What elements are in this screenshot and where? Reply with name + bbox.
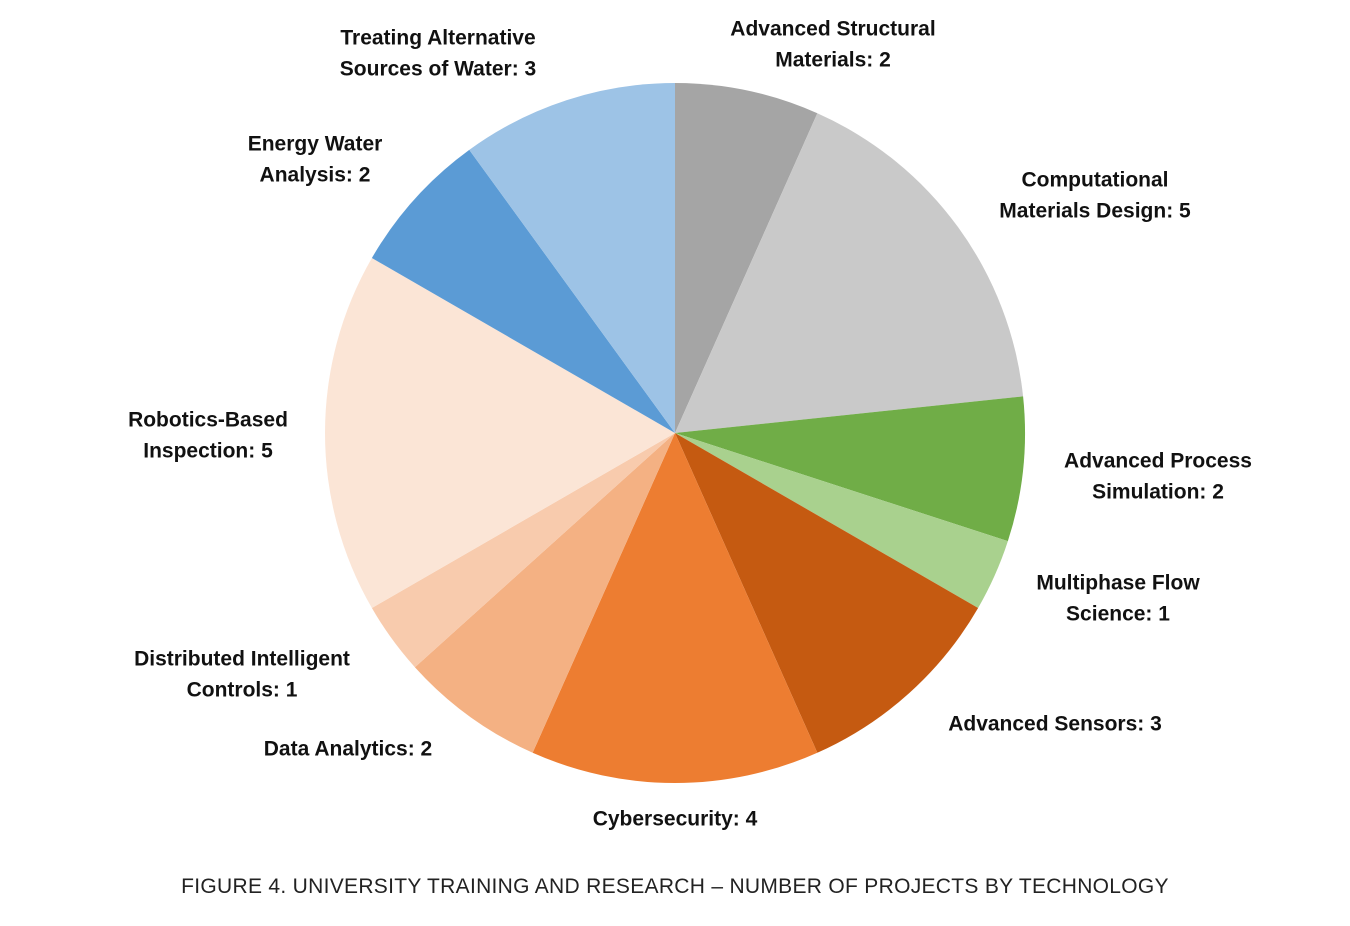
slice-label: Multiphase Flow — [1036, 572, 1200, 595]
pie-slice — [675, 433, 979, 753]
slice-label: Advanced Structural — [730, 18, 935, 41]
slice-label: Data Analytics: 2 — [264, 738, 432, 761]
slice-label: Energy Water — [248, 133, 383, 156]
slice-label: Robotics-Based — [128, 409, 288, 432]
pie-slice — [675, 113, 1024, 433]
slice-label: Cybersecurity: 4 — [593, 808, 758, 831]
slice-label: Analysis: 2 — [260, 164, 371, 187]
pie-slice — [325, 258, 675, 608]
pie-slice — [371, 149, 675, 433]
slice-label: Sources of Water: 3 — [340, 58, 536, 81]
slice-label: Simulation: 2 — [1092, 481, 1224, 504]
pie-slice — [675, 83, 818, 433]
pie-slice — [675, 433, 1008, 608]
figure-caption: FIGURE 4. UNIVERSITY TRAINING AND RESEAR… — [181, 875, 1169, 898]
slice-label: Advanced Process — [1064, 450, 1252, 473]
pie-slice — [675, 396, 1025, 542]
pie-slice — [414, 433, 675, 753]
slice-label: Controls: 1 — [187, 679, 298, 702]
slice-label: Materials: 2 — [775, 49, 891, 72]
pie-slice — [532, 433, 818, 783]
slice-label: Inspection: 5 — [143, 440, 273, 463]
slice-label: Science: 1 — [1066, 603, 1170, 626]
slice-label: Materials Design: 5 — [999, 200, 1191, 223]
slice-label: Treating Alternative — [340, 27, 535, 50]
slice-label: Advanced Sensors: 3 — [948, 713, 1162, 736]
pie-slice — [469, 83, 675, 433]
slice-label: Distributed Intelligent — [134, 648, 350, 671]
pie-slice — [371, 433, 675, 668]
slice-label: Computational — [1022, 169, 1169, 192]
